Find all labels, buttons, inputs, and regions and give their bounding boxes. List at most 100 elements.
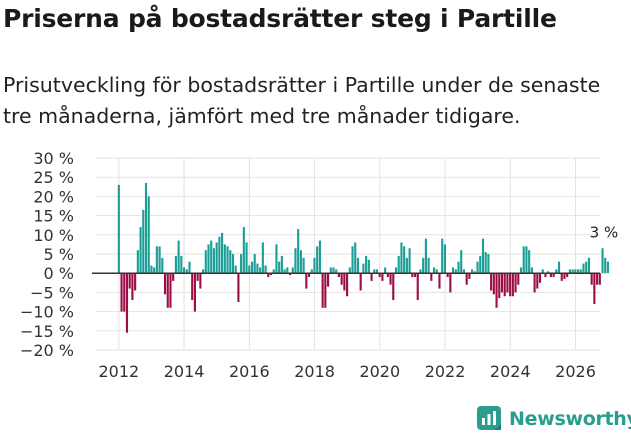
bar-chart: 30 %25 %20 %15 %10 %5 %0 %−5 %−10 %−15 %… bbox=[20, 149, 618, 381]
bar bbox=[598, 273, 601, 285]
bar bbox=[370, 273, 373, 281]
bar bbox=[128, 273, 131, 289]
bar bbox=[411, 273, 414, 278]
bar bbox=[329, 267, 332, 274]
y-tick-label: 5 % bbox=[44, 245, 74, 264]
bar bbox=[525, 246, 528, 274]
bar bbox=[536, 273, 539, 289]
bar bbox=[166, 273, 169, 308]
bar bbox=[131, 273, 134, 301]
bar bbox=[275, 244, 278, 274]
bar bbox=[125, 273, 129, 333]
x-tick-label: 2012 bbox=[98, 362, 139, 381]
y-tick-label: 20 % bbox=[33, 187, 74, 206]
bar bbox=[571, 269, 574, 274]
bar bbox=[492, 273, 495, 295]
bar bbox=[221, 232, 224, 274]
bar bbox=[503, 273, 506, 297]
bar bbox=[280, 255, 283, 274]
bar bbox=[375, 269, 379, 274]
bar bbox=[552, 273, 555, 278]
bar bbox=[604, 257, 607, 274]
bar bbox=[212, 248, 215, 274]
bar bbox=[174, 255, 177, 274]
bar bbox=[158, 246, 161, 274]
bar bbox=[185, 269, 188, 274]
bar bbox=[351, 246, 354, 274]
bar bbox=[481, 238, 485, 274]
y-tick-label: 25 % bbox=[33, 168, 74, 187]
bar bbox=[465, 273, 468, 285]
bar bbox=[207, 244, 210, 274]
bar bbox=[563, 273, 566, 279]
bar bbox=[438, 273, 441, 289]
bar bbox=[237, 273, 240, 302]
brand[interactable]: Newsworthy bbox=[477, 406, 631, 432]
bar bbox=[245, 242, 248, 274]
bar bbox=[177, 240, 180, 274]
x-tick-label: 2024 bbox=[490, 362, 531, 381]
bar bbox=[204, 250, 207, 274]
bar bbox=[424, 238, 427, 274]
bar bbox=[180, 255, 183, 274]
bar bbox=[240, 254, 243, 274]
bar bbox=[373, 269, 376, 274]
bar bbox=[297, 229, 300, 274]
bar bbox=[460, 250, 463, 274]
bar bbox=[313, 257, 316, 274]
bar bbox=[517, 273, 520, 285]
bar bbox=[528, 250, 531, 274]
x-tick-label: 2014 bbox=[164, 362, 205, 381]
bar bbox=[191, 273, 194, 301]
bar bbox=[590, 273, 593, 285]
x-tick-label: 2022 bbox=[425, 362, 466, 381]
bar bbox=[495, 273, 498, 308]
bar bbox=[454, 269, 457, 274]
bar bbox=[182, 267, 186, 274]
bar bbox=[144, 182, 148, 274]
bar bbox=[231, 254, 235, 274]
bar bbox=[432, 267, 436, 274]
bar bbox=[457, 261, 460, 274]
y-tick-label: 15 % bbox=[33, 207, 74, 226]
bar bbox=[566, 273, 569, 278]
bar bbox=[479, 255, 482, 274]
bar bbox=[549, 273, 552, 278]
bar bbox=[278, 261, 281, 274]
bar bbox=[547, 271, 550, 274]
bar bbox=[427, 257, 430, 274]
bar bbox=[202, 269, 205, 274]
bar bbox=[343, 273, 346, 291]
grid-layer bbox=[96, 157, 600, 351]
bar bbox=[593, 273, 596, 304]
bar bbox=[134, 273, 137, 291]
bar bbox=[359, 273, 362, 291]
bar bbox=[335, 269, 338, 274]
bar bbox=[471, 269, 474, 274]
bar bbox=[606, 261, 610, 274]
chart-title: Priserna på bostadsrätter steg i Partill… bbox=[3, 4, 557, 33]
bar bbox=[305, 273, 308, 289]
y-tick-label: −15 % bbox=[20, 322, 74, 341]
bar bbox=[473, 271, 476, 274]
bar bbox=[291, 267, 294, 274]
x-tick-label: 2018 bbox=[294, 362, 335, 381]
bar bbox=[354, 242, 357, 274]
x-tick-label: 2026 bbox=[555, 362, 596, 381]
bar bbox=[430, 273, 433, 281]
bar bbox=[264, 265, 267, 274]
bar bbox=[150, 265, 153, 274]
bar bbox=[310, 269, 313, 274]
bar bbox=[601, 248, 604, 274]
bar bbox=[242, 227, 245, 274]
bar bbox=[259, 267, 262, 274]
y-tick-label: 0 % bbox=[44, 264, 74, 283]
bar bbox=[272, 269, 275, 274]
bar bbox=[321, 273, 324, 308]
bar bbox=[172, 273, 175, 281]
bar bbox=[316, 246, 319, 274]
bar bbox=[538, 273, 542, 283]
bar bbox=[234, 265, 237, 274]
bar bbox=[519, 267, 523, 274]
bar bbox=[468, 273, 471, 279]
